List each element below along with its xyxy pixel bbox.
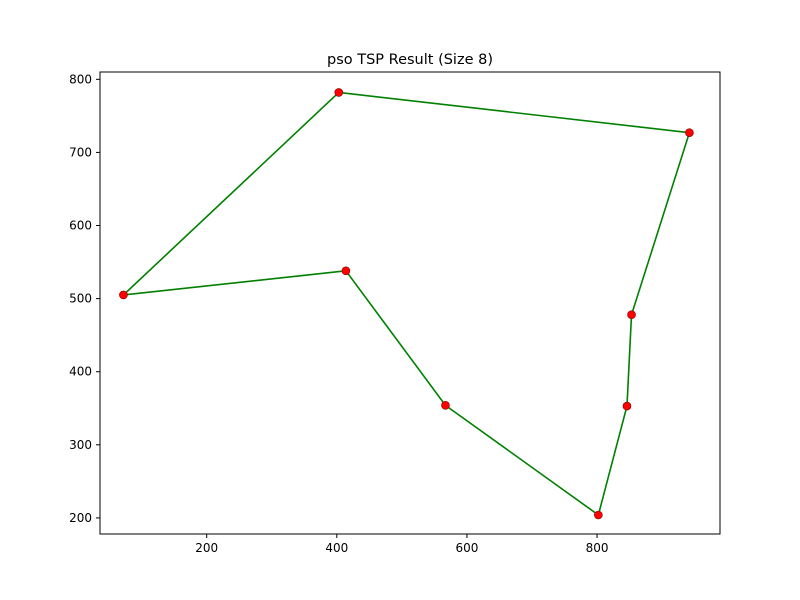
route-segment — [122, 91, 340, 296]
city-point — [627, 310, 636, 319]
y-tick-label: 700 — [69, 145, 92, 159]
plot-frame — [99, 71, 721, 535]
city-point — [334, 88, 344, 97]
y-tick-label: 500 — [69, 292, 92, 306]
x-tick-label: 400 — [325, 541, 348, 555]
route-segment — [338, 91, 690, 134]
city-point — [685, 128, 694, 137]
x-tick-label: 800 — [586, 541, 609, 555]
route-segment — [123, 270, 347, 296]
y-axis: 200 300 400 500 600 700 800 — [69, 72, 100, 525]
city-point — [119, 290, 128, 300]
y-tick-label: 800 — [69, 72, 92, 86]
x-tick-label: 200 — [195, 541, 218, 555]
city-point — [441, 401, 450, 410]
city-point — [622, 401, 632, 411]
x-tick-label: 600 — [455, 541, 478, 555]
city-points — [119, 88, 694, 520]
route-layer — [122, 91, 691, 516]
y-tick-label: 400 — [69, 365, 92, 379]
city-point — [341, 266, 351, 276]
route-segment — [597, 405, 628, 516]
chart-title: pso TSP Result (Size 8) — [327, 52, 493, 68]
y-tick-label: 300 — [69, 438, 92, 452]
x-axis: 200 400 600 800 — [195, 534, 608, 555]
city-point — [594, 510, 603, 520]
y-tick-label: 200 — [69, 511, 92, 525]
y-tick-label: 600 — [69, 219, 92, 233]
route-segment — [626, 314, 633, 407]
route-segment — [345, 270, 447, 406]
route-segment — [444, 404, 599, 516]
route-segment — [630, 132, 691, 315]
